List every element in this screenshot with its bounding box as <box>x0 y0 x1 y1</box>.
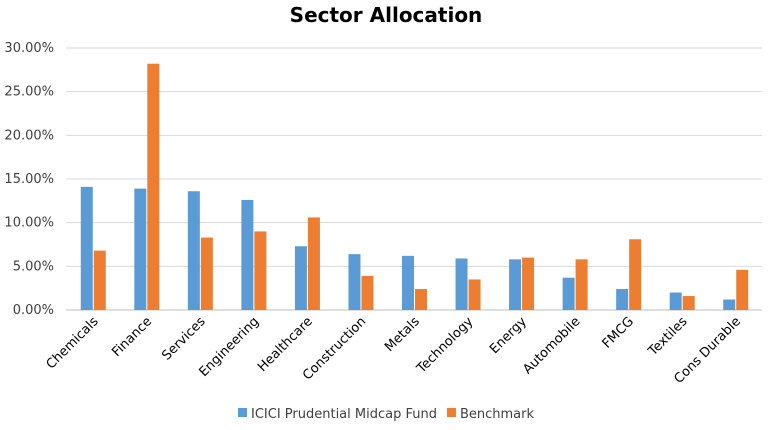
bar-benchmark-textiles <box>682 296 695 310</box>
bar-benchmark-automobile <box>575 259 588 310</box>
bar-fund-automobile <box>562 277 575 310</box>
bar-benchmark-chemicals <box>93 250 106 310</box>
x-tick-label: Textiles <box>645 314 691 360</box>
y-tick-label: 15.00% <box>4 172 54 187</box>
x-tick-label: FMCG <box>600 314 637 351</box>
legend-swatch <box>238 408 247 417</box>
bar-benchmark-healthcare <box>307 217 320 310</box>
y-tick-label: 10.00% <box>4 216 54 231</box>
y-tick-label: 5.00% <box>13 259 54 274</box>
y-tick-label: 20.00% <box>4 128 54 143</box>
gridlines <box>66 47 762 311</box>
bar-fund-engineering <box>241 199 254 310</box>
y-tick-label: 30.00% <box>4 41 54 56</box>
x-axis-ticks: Chemicals Finance ServicesEngineeringHealt… <box>44 314 745 387</box>
x-tick-label: Finance <box>109 314 155 360</box>
x-tick-label: Chemicals <box>44 314 102 372</box>
x-tick-label: Services <box>159 314 209 364</box>
x-tick-label: Technology <box>414 314 477 377</box>
bar-benchmark-technology <box>468 279 481 310</box>
x-tick-label: Energy <box>487 314 530 357</box>
legend-label: ICICI Prudential Midcap Fund <box>251 407 437 422</box>
bar-fund-finance <box>134 188 147 310</box>
y-tick-label: 0.00% <box>13 303 54 318</box>
bars <box>80 63 749 310</box>
bar-benchmark-construction <box>361 275 374 310</box>
bar-benchmark-finance <box>147 63 160 310</box>
bar-fund-metals <box>402 255 414 310</box>
chart-title: Sector Allocation <box>290 3 483 27</box>
bar-benchmark-fmcg <box>629 239 642 310</box>
x-tick-label: Automobile <box>520 314 583 377</box>
legend-swatch <box>446 408 456 417</box>
legend-label: Benchmark <box>460 407 535 422</box>
bar-benchmark-metals <box>415 289 427 310</box>
bar-fund-construction <box>348 254 361 310</box>
legend: ICICI Prudential Midcap Fund Benchmark <box>238 407 534 422</box>
y-tick-label: 25.00% <box>4 85 54 100</box>
bar-fund-fmcg <box>616 289 629 310</box>
bar-benchmark-engineering <box>254 231 267 310</box>
bar-fund-healthcare <box>294 246 307 310</box>
bar-fund-energy <box>509 259 522 310</box>
x-tick-label: Metals <box>382 314 423 355</box>
y-axis-ticks: 0.00% 5.00% 10.00% 15.00% 20.00% 25.00% 30.00% <box>4 41 54 318</box>
bar-fund-cons-durable <box>723 299 736 310</box>
bar-benchmark-cons-durable <box>736 269 749 310</box>
bar-fund-chemicals <box>80 186 93 310</box>
bar-fund-services <box>187 191 200 310</box>
bar-fund-textiles <box>669 292 682 310</box>
bar-benchmark-energy <box>522 257 535 310</box>
bar-benchmark-services <box>200 237 213 310</box>
bar-fund-technology <box>455 258 468 310</box>
